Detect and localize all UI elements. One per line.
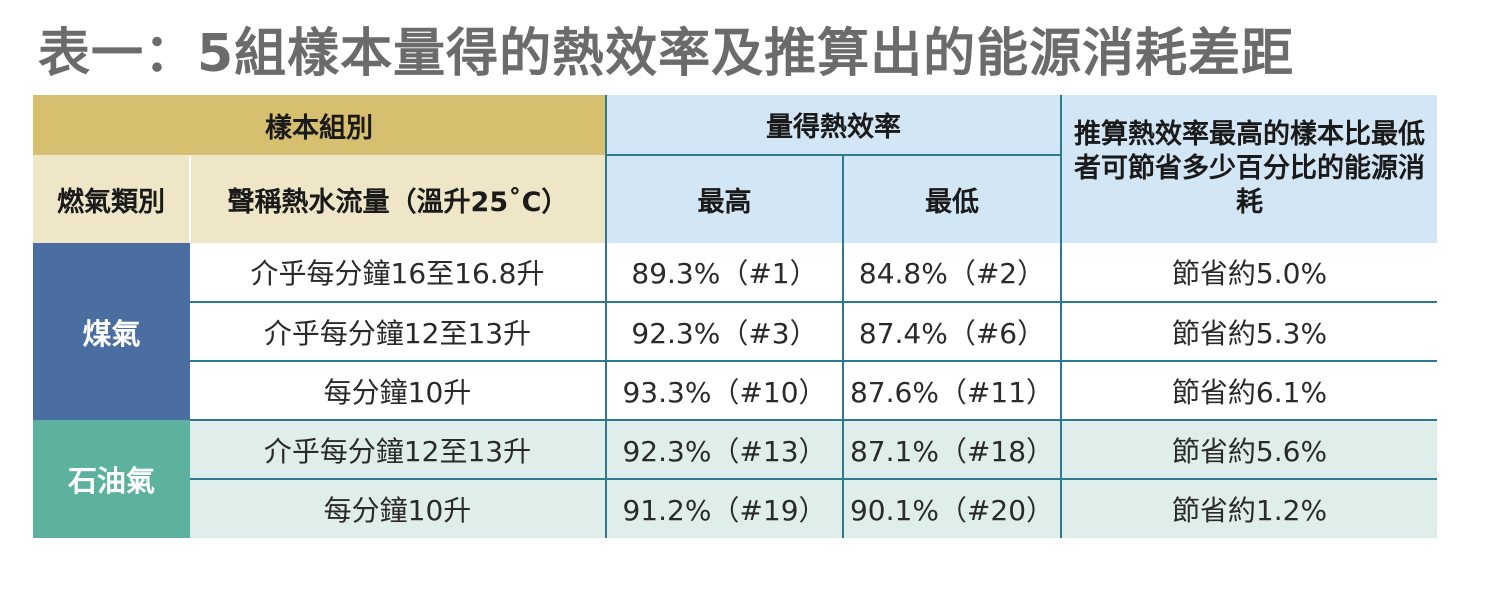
saving-cell: 節省約5.6%	[1061, 420, 1437, 480]
table-row: 煤氣 介乎每分鐘16至16.8升 89.3%（#1） 84.8%（#2） 節省約…	[33, 243, 1437, 420]
header-gas-type: 燃氣類別	[33, 155, 191, 243]
saving-cell: 節省約6.1%	[1061, 361, 1437, 421]
header-measured-efficiency: 量得熱效率	[606, 95, 1062, 156]
lowest-cell: 90.1%（#20）	[843, 479, 1062, 538]
gas-type-lpg: 石油氣	[33, 420, 190, 538]
lowest-cell: 87.1%（#18）	[843, 420, 1062, 480]
highest-cell: 92.3%（#13）	[606, 420, 844, 480]
highest-cell: 92.3%（#3）	[606, 302, 844, 362]
table-row: 每分鐘10升 93.3%（#10） 87.6%（#11） 節省約6.1%	[33, 361, 1437, 421]
flow-cell: 介乎每分鐘12至13升	[190, 302, 607, 362]
header-lowest: 最低	[843, 155, 1062, 243]
header-flow-rate: 聲稱熱水流量（溫升25˚C）	[190, 155, 607, 243]
saving-cell: 節省約5.0%	[1061, 243, 1437, 303]
header-highest: 最高	[606, 155, 844, 243]
header-energy-savings: 推算熱效率最高的樣本比最低者可節省多少百分比的能源消耗	[1061, 95, 1437, 243]
page-title: 表一：5組樣本量得的熱效率及推算出的能源消耗差距	[38, 24, 1295, 84]
gas-type-coal-gas: 煤氣	[33, 243, 190, 420]
highest-cell: 93.3%（#10）	[606, 361, 844, 421]
flow-cell: 每分鐘10升	[190, 479, 607, 538]
lowest-cell: 84.8%（#2）	[843, 243, 1062, 303]
saving-cell: 節省約5.3%	[1061, 302, 1437, 362]
highest-cell: 91.2%（#19）	[606, 479, 844, 538]
saving-cell: 節省約1.2%	[1061, 479, 1437, 538]
table-row: 每分鐘10升 91.2%（#19） 90.1%（#20） 節省約1.2%	[33, 479, 1437, 538]
lowest-cell: 87.4%（#6）	[843, 302, 1062, 362]
table-row: 介乎每分鐘12至13升 92.3%（#3） 87.4%（#6） 節省約5.3%	[33, 302, 1437, 362]
lowest-cell: 87.6%（#11）	[843, 361, 1062, 421]
flow-cell: 介乎每分鐘16至16.8升	[190, 243, 607, 303]
efficiency-table: 樣本組別 量得熱效率 推算熱效率最高的樣本比最低者可節省多少百分比的能源消耗 燃…	[33, 95, 1437, 538]
header-sample-group: 樣本組別	[33, 95, 607, 155]
table-row: 石油氣 介乎每分鐘12至13升 92.3%（#13） 87.1%（#18） 節省…	[33, 420, 1437, 538]
flow-cell: 介乎每分鐘12至13升	[190, 420, 607, 480]
highest-cell: 89.3%（#1）	[606, 243, 844, 303]
flow-cell: 每分鐘10升	[190, 361, 607, 421]
